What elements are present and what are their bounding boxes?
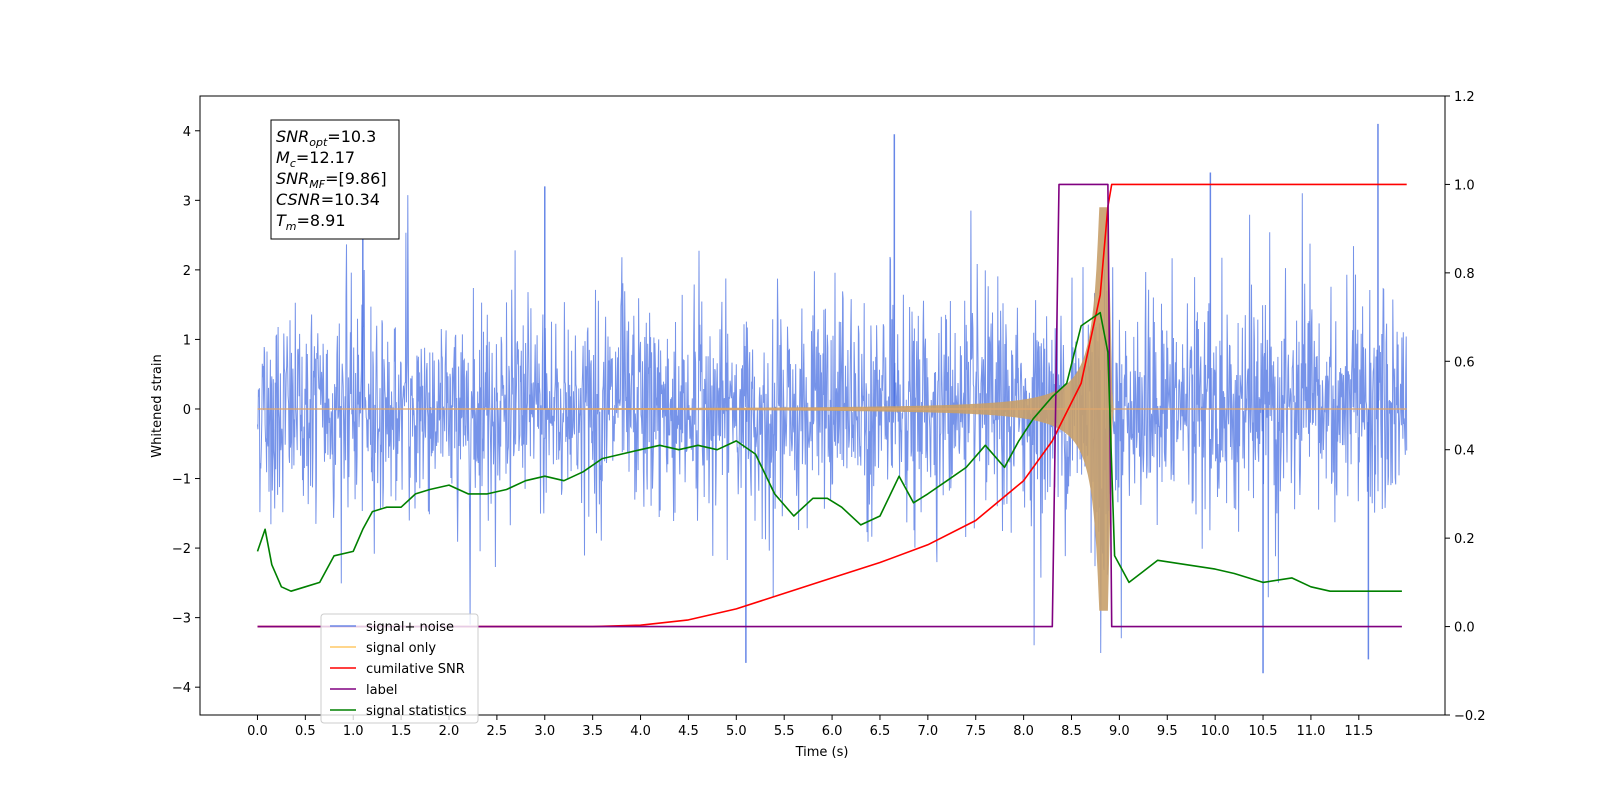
axes: 0.0 0.5 1.0 1.5 2.0 2.5 3.0 3.5 4.0 4.5 5.0 5.5 6.0 6…: [172, 90, 1486, 739]
x-axis-label: Time (s): [795, 745, 849, 760]
x-tick-label: 3.5: [582, 724, 603, 739]
x-tick-label: 4.5: [678, 724, 699, 739]
x-tick-label: 8.5: [1061, 724, 1082, 739]
y-left-tick-label: 4: [183, 125, 191, 140]
x-tick-label: 0.5: [295, 724, 316, 739]
y-right-tick-label: 0.0: [1454, 621, 1475, 636]
x-tick-label: 10.0: [1201, 724, 1230, 739]
y-left-tick-label: −3: [172, 612, 191, 627]
x-tick-label: 11.5: [1344, 724, 1373, 739]
x-tick-label: 2.0: [439, 724, 460, 739]
y-right-tick-label: −0.2: [1454, 709, 1486, 724]
x-tick-label: 8.0: [1013, 724, 1034, 739]
series-label: [257, 183, 1402, 628]
legend: signal+ noise signal only cumilative SNR la…: [320, 613, 479, 724]
x-tick-label: 10.5: [1249, 724, 1278, 739]
stats-line: SNRMF=[9.86]: [276, 169, 387, 191]
x-tick-label: 6.5: [870, 724, 891, 739]
x-tick-label: 11.0: [1296, 724, 1325, 739]
x-tick-label: 3.0: [534, 724, 555, 739]
legend-label: signal statistics: [366, 704, 467, 719]
x-tick-label: 5.0: [726, 724, 747, 739]
y-left-tick-label: 0: [183, 403, 191, 418]
x-tick-label: 0.0: [247, 724, 268, 739]
y-right-tick-label: 0.2: [1454, 532, 1475, 547]
stats-box: SNRopt=10.3Mc=12.17SNRMF=[9.86]CSNR=10.3…: [270, 119, 400, 240]
x-tick-label: 9.5: [1157, 724, 1178, 739]
stats-line: Mc=12.17: [276, 148, 355, 170]
series-signal-noise: [257, 193, 1408, 654]
x-tick-label: 4.0: [630, 724, 651, 739]
x-tick-label: 7.5: [965, 724, 986, 739]
plot-area: [256, 123, 1408, 674]
legend-label: signal only: [366, 641, 436, 656]
y-left-tick-label: 2: [183, 264, 191, 279]
y-right-tick-label: 1.2: [1454, 90, 1475, 105]
stats-box-frame: [270, 119, 400, 240]
x-tick-label: 1.0: [343, 724, 364, 739]
stats-line: CSNR=10.34: [276, 190, 380, 209]
legend-frame: [320, 613, 479, 724]
plot-frame: [199, 95, 1446, 716]
series-cumulative-snr: [257, 183, 1407, 628]
x-tick-label: 9.0: [1109, 724, 1130, 739]
legend-label: cumilative SNR: [366, 662, 465, 677]
y-left-tick-label: −4: [172, 681, 191, 696]
y-right-tick-label: 0.4: [1454, 444, 1475, 459]
y-right-tick-label: 0.8: [1454, 267, 1475, 282]
y-right-tick-label: 0.6: [1454, 355, 1475, 370]
y-left-tick-label: −1: [172, 473, 191, 488]
y-right-tick-label: 1.0: [1454, 178, 1475, 193]
series-signal-statistics: [256, 311, 1402, 592]
y-axis-label-left: Whitened strain: [150, 354, 165, 457]
y-left-tick-label: −2: [172, 542, 191, 557]
x-tick-label: 2.5: [487, 724, 508, 739]
x-tick-label: 1.5: [391, 724, 412, 739]
stats-line: SNRopt=10.3: [276, 127, 376, 149]
x-tick-label: 5.5: [774, 724, 795, 739]
y-left-tick-label: 1: [183, 333, 191, 348]
x-tick-label: 6.0: [822, 724, 843, 739]
y-left-tick-label: 3: [183, 194, 191, 209]
stats-line: Tm=8.91: [276, 211, 346, 233]
x-tick-label: 7.0: [918, 724, 939, 739]
legend-label: label: [366, 683, 397, 698]
legend-label: signal+ noise: [366, 620, 454, 635]
